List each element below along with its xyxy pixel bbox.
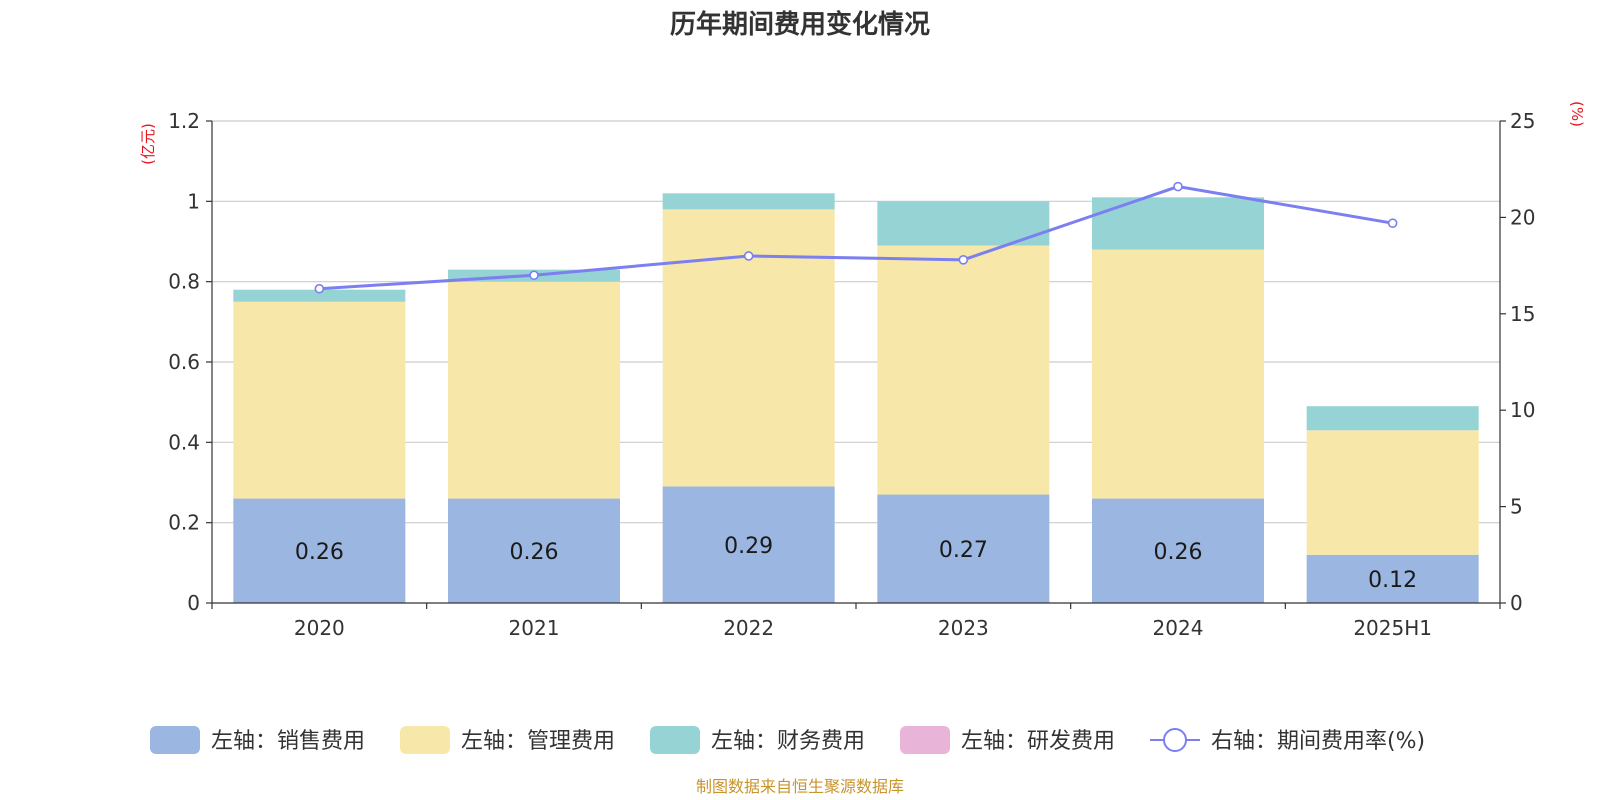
right-axis-tick-label: 15 (1510, 302, 1535, 326)
bar-3-2023 (877, 201, 1050, 246)
legend-swatch-marker (1163, 728, 1187, 752)
data-label: 0.29 (724, 534, 773, 559)
bar-2-2025H1 (1306, 430, 1479, 555)
rate-line-point (314, 283, 325, 294)
rate-line-point (1387, 218, 1398, 228)
legend: 左轴：销售费用 左轴：管理费用 左轴：财务费用 左轴：研发费用 右轴：期间费用率(%) (150, 726, 1425, 754)
right-axis-tick-label: 10 (1510, 398, 1535, 422)
legend-label: 左轴：销售费用 (211, 729, 365, 754)
bar-1-2021 (448, 498, 620, 603)
left-axis-tick-label: 0.4 (168, 430, 200, 454)
bar-3-2025H1 (1306, 406, 1479, 431)
left-axis-unit: (亿元) (139, 123, 157, 165)
legend-swatch (150, 726, 200, 754)
source-note: 制图数据来自恒生聚源数据库 (696, 777, 904, 796)
right-axis-unit: (%) (1568, 101, 1586, 127)
rate-line (314, 181, 1398, 294)
x-axis-tick-label: 2021 (509, 616, 560, 640)
left-axis-tick-label: 0.8 (168, 270, 200, 294)
rate-line-point (1173, 181, 1183, 192)
left-axis-tick-label: 0.2 (168, 511, 200, 535)
x-axis-tick-label: 2024 (1153, 616, 1204, 640)
rate-line-point (958, 255, 969, 265)
bar-2-2020 (233, 301, 406, 499)
legend-swatch (900, 726, 950, 754)
bar-3-2022 (662, 193, 835, 210)
legend-swatch (650, 726, 700, 754)
rate-line-point (529, 270, 539, 281)
right-axis-tick-label: 25 (1510, 109, 1535, 133)
data-label: 0.26 (510, 540, 559, 565)
rate-line-point (743, 251, 754, 261)
x-axis-tick-label: 2020 (294, 616, 345, 640)
bar-1-2024 (1092, 498, 1264, 603)
bar-2-2021 (448, 281, 620, 499)
rate-line-path (319, 185, 1393, 291)
left-axis-tick-label: 1.2 (168, 109, 200, 133)
left-axis-tick-label: 0 (187, 591, 200, 615)
bar-3-2020 (233, 289, 406, 302)
right-axis-tick-label: 20 (1510, 205, 1535, 229)
bar-1-2023 (877, 494, 1050, 603)
legend-label: 右轴：期间费用率(%) (1211, 729, 1425, 754)
data-label: 0.12 (1368, 568, 1417, 593)
legend-label: 左轴：财务费用 (711, 729, 865, 754)
bar-1-2020 (233, 498, 406, 603)
right-axis-tick-label: 0 (1510, 591, 1523, 615)
data-label: 0.26 (295, 540, 344, 565)
left-axis-tick-label: 1 (187, 189, 200, 213)
left-axis-tick-label: 0.6 (168, 350, 200, 374)
data-label: 0.26 (1154, 540, 1203, 565)
right-axis-tick-label: 5 (1510, 495, 1523, 519)
x-axis-tick-label: 2023 (938, 616, 989, 640)
bar-2-2024 (1092, 249, 1264, 499)
bar-1-2025H1 (1306, 554, 1479, 603)
bar-3-2024 (1092, 197, 1264, 250)
legend-label: 左轴：管理费用 (461, 729, 615, 754)
axes: 0 0.2 0.4 0.6 0.8 1 1.2 0 5 10 15 20 25 2020 2021 2022 2… (168, 109, 1535, 640)
x-axis-tick-label: 2025H1 (1353, 616, 1432, 640)
bar-1-2022 (662, 486, 835, 603)
bars (233, 193, 1479, 603)
bar-2-2022 (662, 209, 835, 487)
legend-label: 左轴：研发费用 (961, 729, 1115, 754)
x-axis-tick-label: 2022 (723, 616, 774, 640)
bar-2-2023 (877, 245, 1050, 495)
data-label: 0.27 (939, 538, 988, 563)
legend-swatch (400, 726, 450, 754)
chart-title: 历年期间费用变化情况 (670, 9, 930, 40)
data-labels: 0.26 0.26 0.29 0.27 0.26 0.12 (295, 534, 1417, 593)
